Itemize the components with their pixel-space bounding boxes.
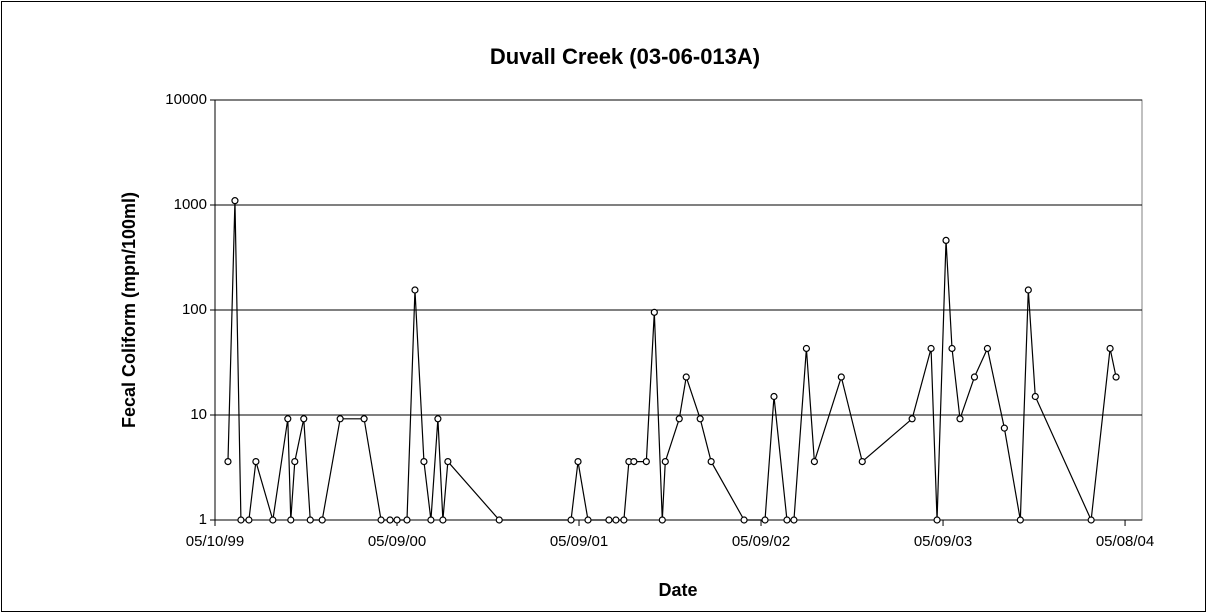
data-point [403, 516, 411, 524]
data-point [434, 415, 442, 423]
x-tick-label: 05/09/00 [368, 533, 426, 550]
data-point [584, 516, 592, 524]
data-point [837, 373, 845, 381]
x-tick-label: 05/09/03 [914, 533, 972, 550]
data-point [306, 516, 314, 524]
x-axis-label: Date [658, 580, 697, 600]
data-point [696, 415, 704, 423]
data-point [444, 457, 452, 466]
data-point [393, 516, 401, 524]
data-point [287, 516, 295, 524]
y-tick-label: 1000 [174, 196, 207, 213]
data-point [318, 516, 326, 524]
data-point [802, 344, 811, 353]
data-point [427, 516, 435, 524]
data-point [567, 516, 575, 524]
data-point [620, 516, 628, 524]
data-point [770, 392, 778, 401]
data-point [284, 415, 292, 423]
data-point [790, 516, 798, 524]
y-tick-label: 100 [182, 301, 207, 318]
data-point [1031, 392, 1039, 401]
data-point [650, 308, 658, 316]
data-point [386, 516, 394, 524]
data-point [231, 197, 239, 205]
data-point [574, 457, 582, 466]
y-tick-label: 10000 [165, 91, 207, 108]
data-point [252, 457, 260, 466]
data-point [612, 516, 620, 524]
data-point [761, 516, 769, 524]
data-point [783, 516, 791, 524]
data-point [291, 457, 299, 466]
data-point [956, 415, 964, 423]
data-point [927, 344, 935, 353]
x-tick-label: 05/09/02 [732, 533, 790, 550]
data-point [1106, 344, 1114, 353]
data-point [245, 516, 253, 524]
data-point [1000, 424, 1008, 432]
data-point [942, 236, 950, 245]
data-point [1024, 286, 1032, 294]
data-point [630, 457, 638, 466]
data-point [377, 516, 385, 524]
data-point [224, 457, 232, 466]
data-point [420, 457, 428, 466]
data-point [810, 457, 818, 466]
data-point [1112, 373, 1120, 381]
x-tick-label: 05/08/04 [1096, 533, 1154, 550]
data-point [983, 344, 992, 353]
y-tick-label: 1 [199, 511, 207, 528]
data-point [495, 516, 503, 524]
data-point [675, 415, 683, 423]
data-point [948, 344, 956, 353]
data-point [740, 516, 748, 524]
data-point [661, 457, 669, 466]
data-point [605, 516, 613, 524]
data-point [933, 516, 941, 524]
data-point [682, 373, 690, 381]
data-point [642, 457, 650, 466]
data-point [237, 516, 245, 524]
data-point [411, 286, 419, 294]
data-point [269, 516, 277, 524]
data-point [908, 415, 916, 423]
data-point [1087, 516, 1095, 524]
data-point [439, 516, 447, 524]
data-point [658, 516, 666, 524]
data-point [300, 415, 308, 423]
x-tick-label: 05/09/01 [550, 533, 608, 550]
y-axis-label: Fecal Coliform (mpn/100ml) [119, 192, 139, 428]
data-point [360, 415, 368, 423]
y-tick-label: 10 [190, 406, 207, 423]
x-tick-label: 05/10/99 [186, 533, 244, 550]
data-point [336, 415, 344, 423]
data-point [1016, 516, 1024, 524]
data-point [858, 457, 866, 466]
chart-title: Duvall Creek (03-06-013A) [490, 44, 760, 69]
data-point [707, 457, 715, 466]
data-point [970, 373, 979, 381]
